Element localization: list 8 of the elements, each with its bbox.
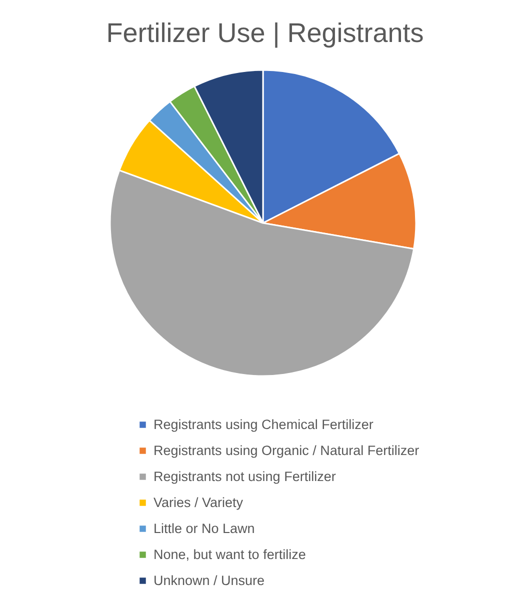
legend-label: Little or No Lawn — [154, 520, 255, 536]
chart-title: Fertilizer Use | Registrants — [106, 18, 424, 48]
legend-label: Registrants not using Fertilizer — [154, 468, 336, 484]
legend-label: Unknown / Unsure — [154, 572, 265, 588]
legend-label: Varies / Variety — [154, 494, 244, 510]
legend-label: None, but want to fertilize — [154, 546, 306, 562]
legend-label: Registrants using Organic / Natural Fertilizer — [154, 442, 420, 458]
legend-label: Registrants using Chemical Fertilizer — [154, 416, 374, 432]
